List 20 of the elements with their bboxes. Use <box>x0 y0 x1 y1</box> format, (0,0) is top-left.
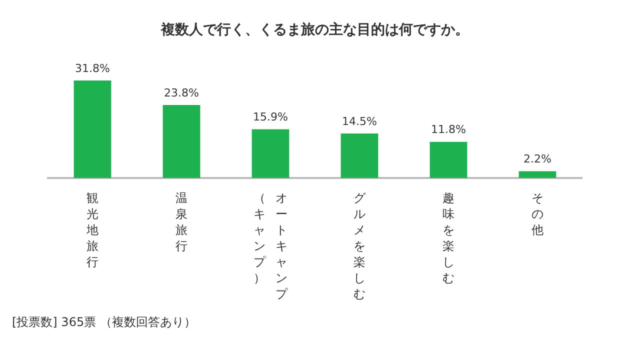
data-label: 23.8% <box>164 86 199 100</box>
x-tick-label: 趣味を楽しむ <box>442 190 456 286</box>
data-label: 15.9% <box>253 110 288 124</box>
x-tick-label: 観光地旅行 <box>86 190 100 270</box>
bar <box>252 129 290 178</box>
data-label: 31.8% <box>75 62 110 75</box>
chart-title: 複数人で行く、くるま旅の主な目的は何ですか。 <box>160 21 469 38</box>
data-label: 14.5% <box>342 114 377 128</box>
bar <box>340 134 378 178</box>
data-label: 2.2% <box>524 152 552 166</box>
bar <box>74 80 112 178</box>
x-tick-label: グルメを楽しむ <box>352 190 366 302</box>
data-label: 11.8% <box>431 123 466 136</box>
bar <box>518 171 556 178</box>
x-tick-label: その他 <box>530 190 544 238</box>
bar <box>430 142 468 178</box>
x-tick-label: 温泉旅行 <box>174 190 188 254</box>
text: [投票数] 365票 （複数回答あり） <box>12 314 197 331</box>
category-label: オートキャンプ（キャンプ） <box>254 191 288 301</box>
bar <box>162 105 200 178</box>
